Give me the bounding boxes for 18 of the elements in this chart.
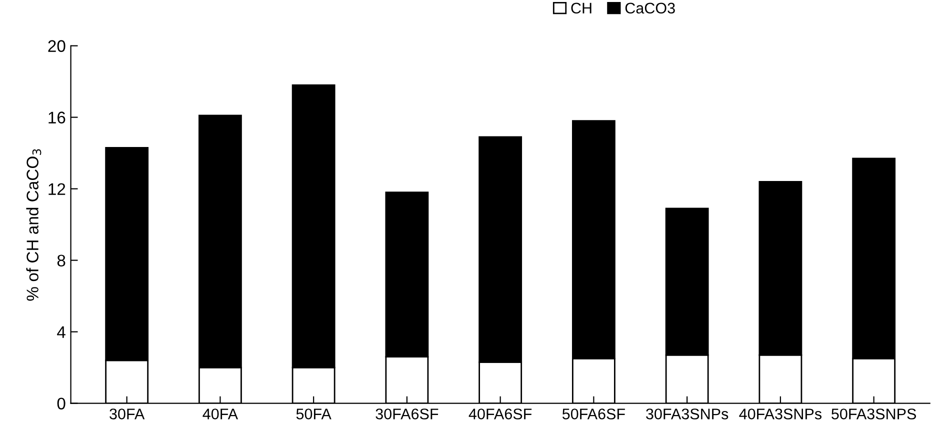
x-tick-label: 50FA — [296, 408, 332, 420]
legend-label: CaCO3 — [625, 2, 675, 14]
y-tick-label: 4 — [57, 326, 66, 338]
x-tick-label: 30FA6SF — [376, 408, 438, 420]
y-tick-label: 16 — [48, 112, 66, 124]
y-tick-label: 0 — [57, 398, 66, 410]
x-tick-label: 50FA6SF — [562, 408, 625, 420]
y-axis-title: % of CH and CaCO$_{3}$ — [26, 149, 42, 301]
x-tick-label: 40FA6SF — [468, 408, 532, 420]
x-tick-label: 40FA3SNPs — [739, 408, 822, 420]
y-tick-label: 8 — [57, 254, 66, 266]
x-tick-label: 50FA3SNPS — [832, 408, 916, 420]
y-tick-label: 12 — [48, 183, 66, 195]
legend-label: CH — [571, 2, 592, 14]
x-tick-label: 30FA3SNPs — [646, 408, 728, 420]
x-tick-label: 30FA — [110, 408, 145, 420]
x-tick-label: 40FA — [202, 408, 238, 420]
y-tick-label: 20 — [48, 40, 66, 52]
